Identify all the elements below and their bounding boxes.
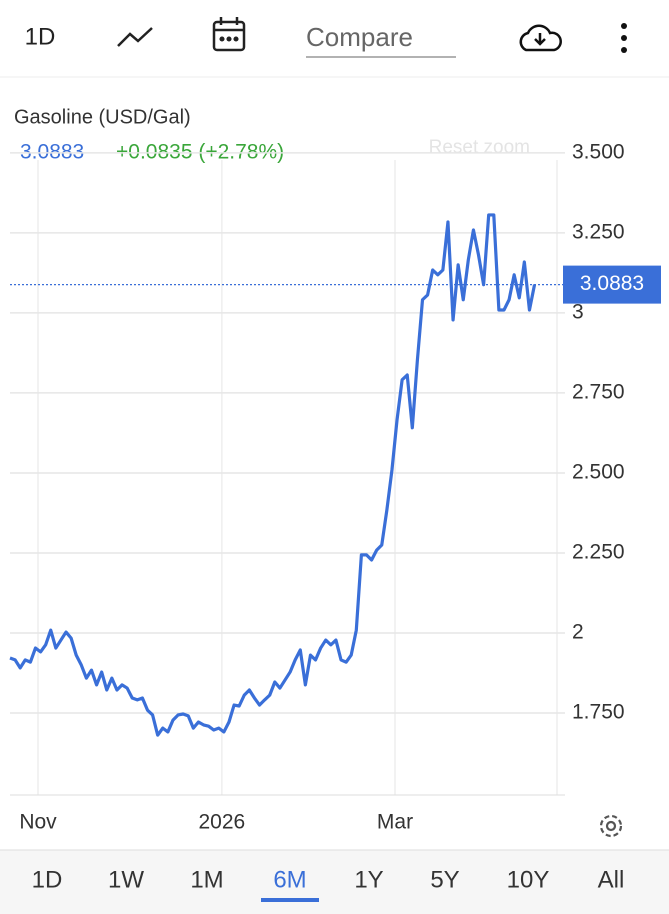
range-button[interactable]: 5Y xyxy=(430,866,459,893)
x-tick-label: 2026 xyxy=(198,811,245,834)
last-price-label: 3.0883 xyxy=(580,272,644,295)
active-range-indicator xyxy=(261,898,319,902)
interval-button[interactable]: 1D xyxy=(25,23,56,50)
y-tick-label: 2.750 xyxy=(572,380,625,403)
compare-input[interactable]: Compare xyxy=(306,22,413,52)
range-button[interactable]: 1D xyxy=(32,866,63,893)
y-tick-label: 3.500 xyxy=(572,140,625,163)
y-tick-label: 3.250 xyxy=(572,220,625,243)
y-tick-label: 3 xyxy=(572,300,584,323)
range-bar xyxy=(0,850,669,914)
last-price: 3.0883 xyxy=(20,141,84,164)
last-price-box xyxy=(563,265,661,304)
settings-icon[interactable] xyxy=(599,814,623,838)
more-menu[interactable] xyxy=(621,23,627,53)
range-button[interactable]: 1Y xyxy=(354,866,383,893)
chart-title: Gasoline (USD/Gal) xyxy=(14,106,191,128)
y-tick-label: 1.750 xyxy=(572,701,625,724)
range-button[interactable]: 1M xyxy=(190,866,223,893)
reset-zoom[interactable]: Reset zoom xyxy=(429,137,530,158)
range-button[interactable]: 6M xyxy=(273,866,306,893)
y-tick-label: 2 xyxy=(572,621,584,644)
y-tick-label: 2.250 xyxy=(572,541,625,564)
x-tick-label: Nov xyxy=(19,811,57,834)
plot: Nov 2026 Mar 3.500 3.250 3 2.750 2.500 2.250 2 1.7… xyxy=(9,140,661,834)
y-tick-label: 2.500 xyxy=(572,460,625,483)
chart-type-icon[interactable] xyxy=(117,27,153,47)
x-tick-label: Mar xyxy=(377,811,413,834)
calendar-icon[interactable] xyxy=(212,17,246,52)
price-change: +0.0835 (+2.78%) xyxy=(116,141,284,164)
range-button[interactable]: 10Y xyxy=(507,866,550,893)
range-button[interactable]: All xyxy=(598,866,625,893)
download-icon[interactable] xyxy=(519,24,562,52)
range-buttons: 1D 1W 1M 6M 1Y 5Y 10Y All xyxy=(32,866,625,902)
price-line xyxy=(9,213,537,737)
range-button[interactable]: 1W xyxy=(108,866,144,893)
